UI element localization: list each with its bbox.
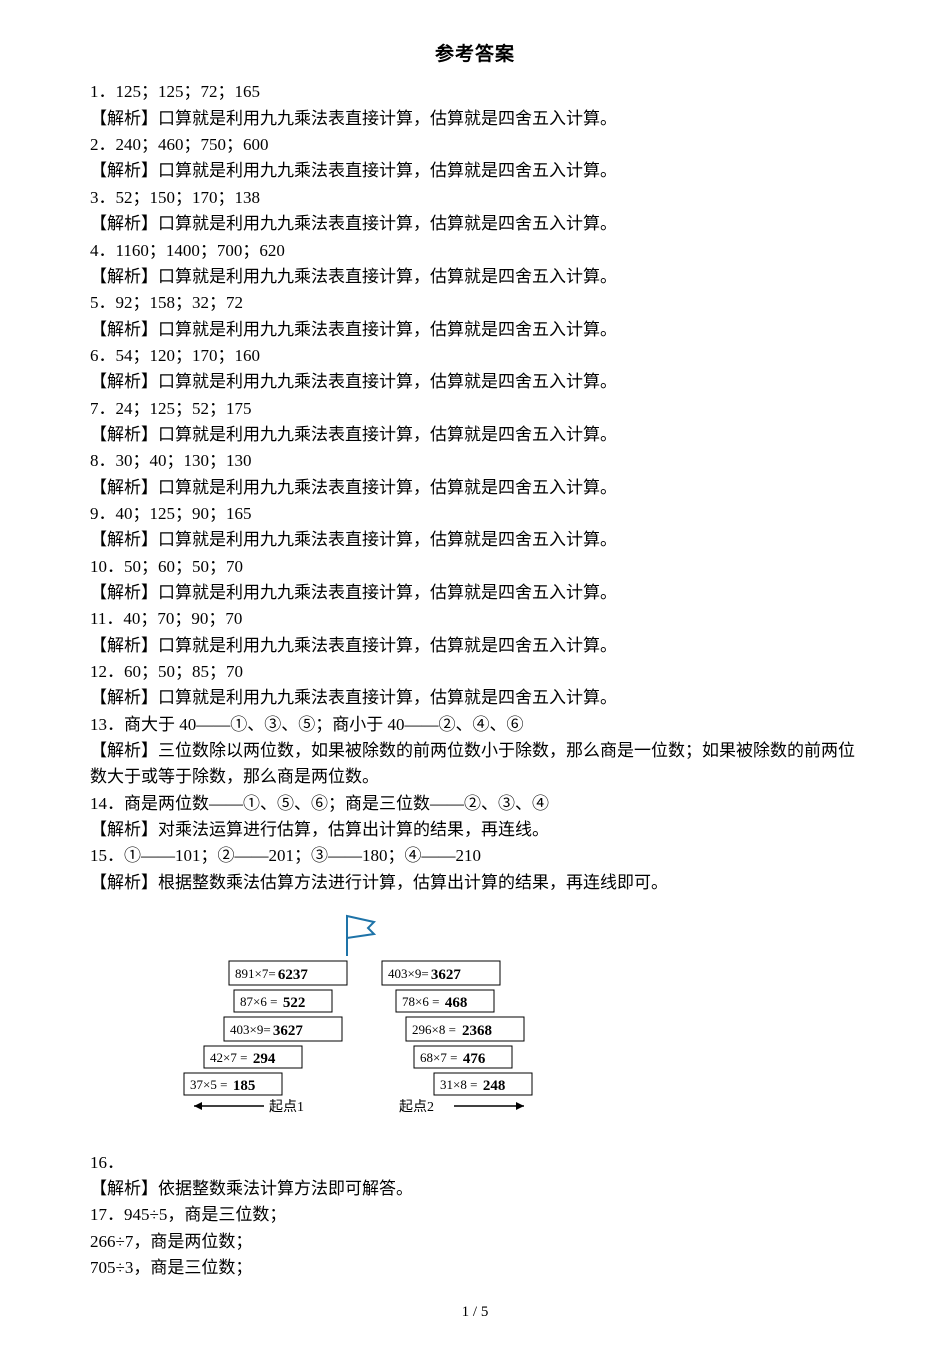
q16-label: 16． xyxy=(90,1150,124,1176)
answer-line: 7．24；125；52；175 xyxy=(90,396,860,422)
answer-line: 5．92；158；32；72 xyxy=(90,290,860,316)
answer-line: 705÷3，商是三位数； xyxy=(90,1255,860,1281)
answer-line: 【解析】口算就是利用九九乘法表直接计算，估算就是四舍五入计算。 xyxy=(90,106,860,132)
answer-figure: 891×7=623787×6 =522403×9=362742×7 =29437… xyxy=(134,906,554,1166)
page-container: 参考答案 1．125；125；72；165【解析】口算就是利用九九乘法表直接计算… xyxy=(0,0,950,1355)
svg-text:3627: 3627 xyxy=(431,967,462,983)
answer-line: 14．商是两位数——①、⑤、⑥；商是三位数——②、③、④ xyxy=(90,791,860,817)
answer-line: 10．50；60；50；70 xyxy=(90,554,860,580)
svg-text:248: 248 xyxy=(483,1078,506,1094)
svg-text:87×6 =: 87×6 = xyxy=(240,994,277,1009)
answer-line: 【解析】口算就是利用九九乘法表直接计算，估算就是四舍五入计算。 xyxy=(90,685,860,711)
answer-line: 17．945÷5，商是三位数； xyxy=(90,1202,860,1228)
svg-text:294: 294 xyxy=(253,1051,276,1067)
answer-line: 15．①——101；②——201；③——180；④——210 xyxy=(90,843,860,869)
answer-line: 【解析】口算就是利用九九乘法表直接计算，估算就是四舍五入计算。 xyxy=(90,633,860,659)
answer-line: 【解析】口算就是利用九九乘法表直接计算，估算就是四舍五入计算。 xyxy=(90,369,860,395)
svg-text:403×9=: 403×9= xyxy=(388,966,429,981)
svg-text:6237: 6237 xyxy=(278,967,309,983)
q16-row: 16． 891×7=623787×6 =522403×9=362742×7 =2… xyxy=(90,896,860,1176)
page-number: 1 / 5 xyxy=(90,1301,860,1324)
svg-text:296×8 =: 296×8 = xyxy=(412,1022,456,1037)
answer-line: 【解析】口算就是利用九九乘法表直接计算，估算就是四舍五入计算。 xyxy=(90,527,860,553)
svg-text:185: 185 xyxy=(233,1078,256,1094)
answer-lines-block: 1．125；125；72；165【解析】口算就是利用九九乘法表直接计算，估算就是… xyxy=(90,79,860,896)
answer-line: 【解析】口算就是利用九九乘法表直接计算，估算就是四舍五入计算。 xyxy=(90,422,860,448)
svg-text:37×5 =: 37×5 = xyxy=(190,1077,227,1092)
svg-text:42×7 =: 42×7 = xyxy=(210,1050,247,1065)
answer-line: 【解析】口算就是利用九九乘法表直接计算，估算就是四舍五入计算。 xyxy=(90,211,860,237)
figure-area: 891×7=623787×6 =522403×9=362742×7 =29437… xyxy=(134,906,554,1166)
answer-line: 6．54；120；170；160 xyxy=(90,343,860,369)
answer-line: 【解析】根据整数乘法估算方法进行计算，估算出计算的结果，再连线即可。 xyxy=(90,870,860,896)
svg-text:78×6 =: 78×6 = xyxy=(402,994,439,1009)
answer-line: 13．商大于 40——①、③、⑤；商小于 40——②、④、⑥ xyxy=(90,712,860,738)
answer-line: 【解析】口算就是利用九九乘法表直接计算，估算就是四舍五入计算。 xyxy=(90,158,860,184)
answer-line: 【解析】三位数除以两位数，如果被除数的前两位数小于除数，那么商是一位数；如果被除… xyxy=(90,738,860,791)
page-title: 参考答案 xyxy=(90,40,860,69)
answer-line: 11．40；70；90；70 xyxy=(90,606,860,632)
answer-line: 8．30；40；130；130 xyxy=(90,448,860,474)
answer-line: 【解析】口算就是利用九九乘法表直接计算，估算就是四舍五入计算。 xyxy=(90,264,860,290)
svg-text:476: 476 xyxy=(463,1051,486,1067)
svg-text:68×7 =: 68×7 = xyxy=(420,1050,457,1065)
answer-line: 9．40；125；90；165 xyxy=(90,501,860,527)
svg-text:起点1: 起点1 xyxy=(269,1099,304,1115)
svg-text:2368: 2368 xyxy=(462,1023,492,1039)
answer-line: 4．1160；1400；700；620 xyxy=(90,238,860,264)
answer-line: 1．125；125；72；165 xyxy=(90,79,860,105)
svg-text:891×7=: 891×7= xyxy=(235,966,276,981)
answer-line: 【解析】口算就是利用九九乘法表直接计算，估算就是四舍五入计算。 xyxy=(90,317,860,343)
svg-text:起点2: 起点2 xyxy=(399,1099,434,1115)
svg-text:3627: 3627 xyxy=(273,1023,304,1039)
answer-line: 【解析】口算就是利用九九乘法表直接计算，估算就是四舍五入计算。 xyxy=(90,580,860,606)
answer-line: 【解析】依据整数乘法计算方法即可解答。 xyxy=(90,1176,860,1202)
answer-line: 266÷7，商是两位数； xyxy=(90,1229,860,1255)
answer-line: 2．240；460；750；600 xyxy=(90,132,860,158)
answer-line: 3．52；150；170；138 xyxy=(90,185,860,211)
after-figure-lines: 【解析】依据整数乘法计算方法即可解答。17．945÷5，商是三位数；266÷7，… xyxy=(90,1176,860,1281)
answer-line: 【解析】口算就是利用九九乘法表直接计算，估算就是四舍五入计算。 xyxy=(90,475,860,501)
answer-line: 12．60；50；85；70 xyxy=(90,659,860,685)
answer-line: 【解析】对乘法运算进行估算，估算出计算的结果，再连线。 xyxy=(90,817,860,843)
svg-text:522: 522 xyxy=(283,995,306,1011)
svg-text:468: 468 xyxy=(445,995,468,1011)
svg-text:31×8 =: 31×8 = xyxy=(440,1077,477,1092)
svg-text:403×9=: 403×9= xyxy=(230,1022,271,1037)
